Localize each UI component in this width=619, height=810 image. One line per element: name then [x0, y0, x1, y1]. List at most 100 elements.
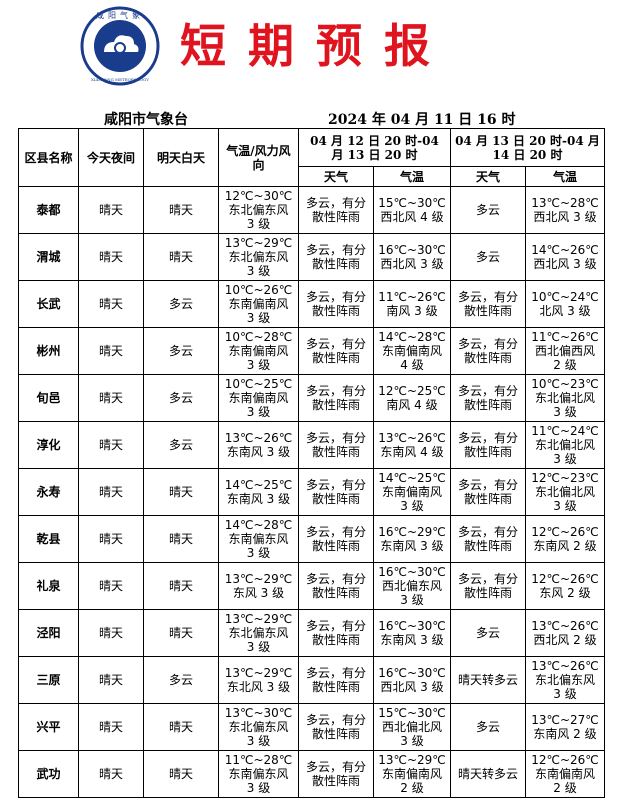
table-row: 淳化 晴天 多云 13℃~26℃ 东南风 3 级多云，有分散性阵雨 13℃~26℃ 东南… — [18, 421, 605, 469]
cell-tonight: 晴天 — [78, 656, 144, 704]
sub-header: 天气 — [298, 166, 374, 187]
cell-d1-weather: 多云，有分散性阵雨 — [298, 421, 374, 469]
table-row: 旬邑 晴天 多云 10℃~25℃ 东南偏南风 3 级多云，有分散性阵雨 12℃~25℃ … — [18, 374, 605, 422]
cell-d1-weather: 多云，有分散性阵雨 — [298, 515, 374, 563]
column-header: 今天夜间 — [78, 128, 144, 187]
sub-header: 天气 — [450, 166, 526, 187]
table-row: 礼泉 晴天 晴天 13℃~29℃ 东风 3 级多云，有分散性阵雨 16℃~30℃ 西北偏… — [18, 562, 605, 610]
logo-text: 咸阳气象 — [96, 10, 144, 20]
cell-d1-weather: 多云，有分散性阵雨 — [298, 609, 374, 657]
cell-d1-weather: 多云，有分散性阵雨 — [298, 656, 374, 704]
cell-d2-weather: 多云 — [450, 609, 526, 657]
cell-temp-wind: 13℃~29℃ 东北风 3 级 — [218, 656, 299, 704]
table-row: 泰都 晴天 晴天 12℃~30℃ 东北偏东风 3 级多云，有分散性阵雨 15℃~30℃ … — [18, 186, 605, 234]
cell-name: 泰都 — [18, 186, 79, 234]
cell-temp-wind: 10℃~26℃ 东南偏南风 3 级 — [218, 280, 299, 328]
title: 短期预报 — [180, 19, 452, 73]
cell-d1-weather: 多云，有分散性阵雨 — [298, 233, 374, 281]
cell-d1-temp: 16℃~30℃ 西北风 3 级 — [373, 656, 451, 704]
cell-d2-temp: 10℃~24℃ 北风 3 级 — [525, 280, 605, 328]
cell-name: 彬州 — [18, 327, 79, 375]
cell-tonight: 晴天 — [78, 609, 144, 657]
cell-d2-temp: 12℃~23℃ 东北偏北风 3 级 — [525, 468, 605, 516]
cell-d2-temp: 11℃~26℃ 西北偏西风 2 级 — [525, 327, 605, 375]
table-row: 彬州 晴天 多云 10℃~28℃ 东南偏南风 3 级多云，有分散性阵雨 14℃~28℃ … — [18, 327, 605, 375]
cell-d1-weather: 多云，有分散性阵雨 — [298, 186, 374, 234]
logo: 咸阳气象 XIANYANG METEOROLOGY — [80, 6, 160, 86]
cell-tomorrow: 晴天 — [143, 609, 219, 657]
column-header: 明天白天 — [143, 128, 219, 187]
cell-temp-wind: 13℃~29℃ 东风 3 级 — [218, 562, 299, 610]
cell-name: 武功 — [18, 750, 79, 798]
cell-d2-weather: 多云 — [450, 233, 526, 281]
table-row: 武功 晴天 晴天 11℃~28℃ 东南偏东风 3 级多云，有分散性阵雨 13℃~29℃ … — [18, 750, 605, 798]
cell-d2-weather: 多云，有分散性阵雨 — [450, 421, 526, 469]
period-header: 04 月 12 日 20 时-04 月 13 日 20 时 — [298, 128, 451, 167]
table-row: 泾阳 晴天 晴天 13℃~29℃ 东北偏东风 3 级多云，有分散性阵雨 16℃~30℃ … — [18, 609, 605, 657]
cell-d2-weather: 多云，有分散性阵雨 — [450, 562, 526, 610]
cell-tomorrow: 晴天 — [143, 562, 219, 610]
cell-tonight: 晴天 — [78, 374, 144, 422]
sub-header: 气温 — [373, 166, 451, 187]
cell-temp-wind: 11℃~28℃ 东南偏东风 3 级 — [218, 750, 299, 798]
cell-name: 旬邑 — [18, 374, 79, 422]
logo-subtext: XIANYANG METEOROLOGY — [91, 77, 149, 82]
table-row: 渭城 晴天 晴天 13℃~29℃ 东北偏东风 3 级多云，有分散性阵雨 16℃~30℃ … — [18, 233, 605, 281]
cell-temp-wind: 10℃~25℃ 东南偏南风 3 级 — [218, 374, 299, 422]
cell-d1-weather: 多云，有分散性阵雨 — [298, 374, 374, 422]
cell-temp-wind: 10℃~28℃ 东南偏南风 3 级 — [218, 327, 299, 375]
cell-d2-weather: 晴天转多云 — [450, 750, 526, 798]
table-row: 兴平 晴天 晴天 13℃~30℃ 东北偏东风 3 级多云，有分散性阵雨 15℃~30℃ … — [18, 703, 605, 751]
cell-tomorrow: 晴天 — [143, 468, 219, 516]
cell-d2-temp: 12℃~26℃ 东南偏南风 2 级 — [525, 750, 605, 798]
cell-tomorrow: 晴天 — [143, 750, 219, 798]
cell-tonight: 晴天 — [78, 421, 144, 469]
table-body: 泰都 晴天 晴天 12℃~30℃ 东北偏东风 3 级多云，有分散性阵雨 15℃~30℃ … — [18, 186, 605, 798]
cell-d2-weather: 多云 — [450, 703, 526, 751]
column-header: 气温/风力风向 — [218, 128, 299, 187]
cell-d1-weather: 多云，有分散性阵雨 — [298, 468, 374, 516]
cell-name: 乾县 — [18, 515, 79, 563]
cell-d1-weather: 多云，有分散性阵雨 — [298, 703, 374, 751]
forecast-table: 区县名称 今天夜间 明天白天 气温/风力风向 04 月 12 日 20 时-04… — [18, 128, 605, 798]
cell-tonight: 晴天 — [78, 233, 144, 281]
column-header: 区县名称 — [18, 128, 79, 187]
cell-d2-temp: 13℃~26℃ 东北偏东风 3 级 — [525, 656, 605, 704]
cell-d1-temp: 16℃~29℃ 东南风 3 级 — [373, 515, 451, 563]
cell-d2-weather: 多云 — [450, 186, 526, 234]
cell-name: 三原 — [18, 656, 79, 704]
table-row: 乾县 晴天 晴天 14℃~28℃ 东南偏东风 3 级多云，有分散性阵雨 16℃~29℃ … — [18, 515, 605, 563]
cell-name: 渭城 — [18, 233, 79, 281]
cell-d1-temp: 16℃~30℃ 东南风 3 级 — [373, 609, 451, 657]
cell-name: 长武 — [18, 280, 79, 328]
cell-d1-temp: 15℃~30℃ 西北偏北风 3 级 — [373, 703, 451, 751]
table-row: 长武 晴天 多云 10℃~26℃ 东南偏南风 3 级多云，有分散性阵雨 11℃~26℃ … — [18, 280, 605, 328]
cell-tonight: 晴天 — [78, 280, 144, 328]
cell-d1-temp: 13℃~26℃ 东南风 4 级 — [373, 421, 451, 469]
cell-d2-weather: 多云，有分散性阵雨 — [450, 374, 526, 422]
cell-d1-weather: 多云，有分散性阵雨 — [298, 280, 374, 328]
cell-tonight: 晴天 — [78, 750, 144, 798]
cell-d2-temp: 11℃~24℃ 东北偏北风 3 级 — [525, 421, 605, 469]
cell-d1-temp: 12℃~25℃ 南风 4 级 — [373, 374, 451, 422]
cell-d2-temp: 12℃~26℃ 东南风 2 级 — [525, 515, 605, 563]
cell-d2-temp: 14℃~26℃ 西北风 3 级 — [525, 233, 605, 281]
cell-temp-wind: 14℃~25℃ 东南风 3 级 — [218, 468, 299, 516]
period-header: 04 月 13 日 20 时-04 月 14 日 20 时 — [450, 128, 605, 167]
cell-d1-temp: 11℃~26℃ 南风 3 级 — [373, 280, 451, 328]
cell-temp-wind: 13℃~26℃ 东南风 3 级 — [218, 421, 299, 469]
cell-tomorrow: 多云 — [143, 656, 219, 704]
cell-d1-temp: 14℃~28℃ 东南偏南风 4 级 — [373, 327, 451, 375]
cell-temp-wind: 13℃~29℃ 东北偏东风 3 级 — [218, 233, 299, 281]
cell-d1-temp: 14℃~25℃ 东南偏南风 3 级 — [373, 468, 451, 516]
cell-tomorrow: 多云 — [143, 280, 219, 328]
cell-temp-wind: 12℃~30℃ 东北偏东风 3 级 — [218, 186, 299, 234]
cell-name: 永寿 — [18, 468, 79, 516]
cell-d2-temp: 13℃~26℃ 西北风 2 级 — [525, 609, 605, 657]
issued-time: 2024 年 04 月 11 日 16 时 — [328, 112, 516, 128]
cell-tomorrow: 多云 — [143, 374, 219, 422]
cell-tomorrow: 多云 — [143, 327, 219, 375]
cell-name: 礼泉 — [18, 562, 79, 610]
cell-tomorrow: 多云 — [143, 421, 219, 469]
